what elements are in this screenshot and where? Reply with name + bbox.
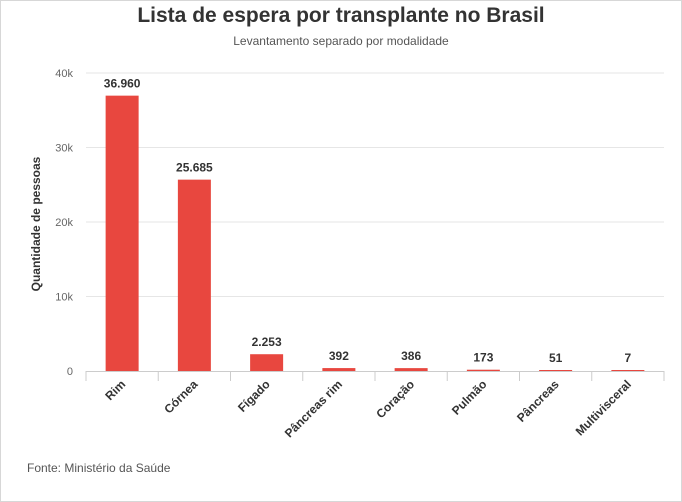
chart-title: Lista de espera por transplante no Brasi…	[137, 4, 545, 27]
x-tick-label: Pâncreas	[514, 377, 562, 425]
y-tick-label: 0	[67, 366, 73, 378]
data-label: 392	[329, 349, 349, 363]
bar	[322, 368, 356, 371]
data-label: 51	[549, 351, 563, 365]
x-tick-label: Pâncreas rim	[282, 377, 345, 440]
x-tick-label: Córnea	[161, 377, 200, 416]
y-tick-label: 40k	[55, 68, 73, 80]
chart-source: Fonte: Ministério da Saúde	[27, 461, 171, 475]
data-label: 25.685	[176, 161, 213, 175]
data-label: 7	[625, 351, 632, 365]
chart-subtitle: Levantamento separado por modalidade	[233, 34, 449, 48]
y-tick-label: 30k	[55, 143, 73, 155]
bar	[105, 95, 139, 371]
y-tick-label: 20k	[55, 217, 73, 229]
data-label: 2.253	[252, 335, 282, 349]
y-tick-label: 10k	[55, 292, 73, 304]
x-tick-label: Coração	[373, 377, 417, 421]
data-label: 173	[473, 351, 493, 365]
x-tick-label: Multivisceral	[573, 377, 634, 438]
x-tick-label: Rim	[102, 377, 128, 403]
data-label: 36.960	[104, 77, 141, 91]
bar	[611, 370, 645, 371]
bar	[250, 354, 284, 371]
bar	[539, 370, 573, 371]
y-axis-title: Quantidade de pessoas	[29, 156, 43, 291]
bar	[466, 369, 500, 371]
bar	[394, 368, 428, 371]
data-label: 386	[401, 349, 421, 363]
x-tick-label: Pulmão	[449, 377, 490, 418]
x-tick-label: Fígado	[235, 377, 273, 415]
bar	[177, 179, 211, 371]
